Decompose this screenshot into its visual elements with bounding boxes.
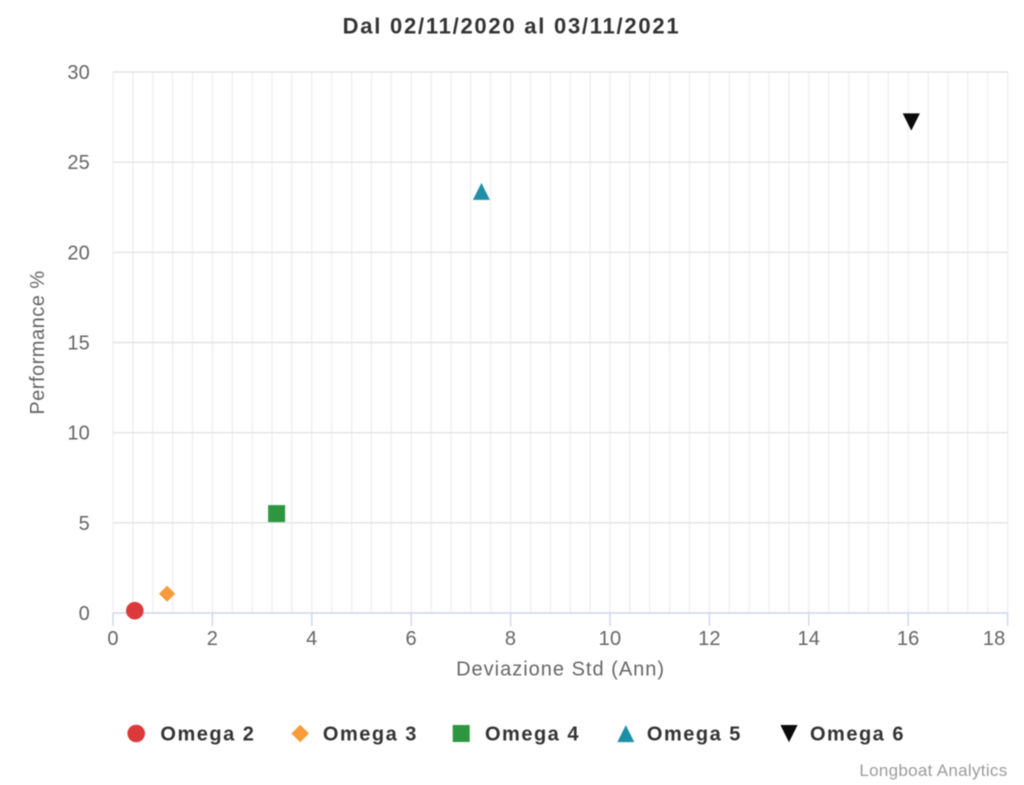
- svg-text:30: 30: [67, 62, 90, 84]
- svg-text:Performance %: Performance %: [27, 270, 49, 414]
- svg-text:Omega 2: Omega 2: [160, 724, 255, 746]
- svg-text:Omega 4: Omega 4: [485, 724, 580, 746]
- svg-text:16: 16: [897, 628, 920, 650]
- svg-text:8: 8: [505, 628, 516, 650]
- svg-text:25: 25: [67, 152, 90, 174]
- svg-text:15: 15: [67, 333, 90, 355]
- svg-text:4: 4: [306, 628, 317, 650]
- svg-text:Dal 02/11/2020 al 03/11/2021: Dal 02/11/2020 al 03/11/2021: [343, 14, 681, 39]
- svg-text:10: 10: [599, 628, 622, 650]
- svg-text:0: 0: [107, 628, 118, 650]
- svg-text:Omega 3: Omega 3: [323, 724, 418, 746]
- svg-text:10: 10: [67, 423, 90, 445]
- svg-text:18: 18: [983, 628, 1006, 650]
- svg-text:Deviazione Std (Ann): Deviazione Std (Ann): [456, 659, 665, 681]
- svg-text:Omega 6: Omega 6: [810, 724, 905, 746]
- svg-text:12: 12: [698, 628, 721, 650]
- svg-text:Omega 5: Omega 5: [647, 724, 742, 746]
- svg-text:6: 6: [406, 628, 417, 650]
- svg-text:2: 2: [207, 628, 218, 650]
- svg-text:Longboat Analytics: Longboat Analytics: [859, 761, 1007, 780]
- svg-text:20: 20: [67, 242, 90, 264]
- svg-text:0: 0: [79, 603, 90, 625]
- svg-text:5: 5: [79, 513, 90, 535]
- svg-text:14: 14: [797, 628, 820, 650]
